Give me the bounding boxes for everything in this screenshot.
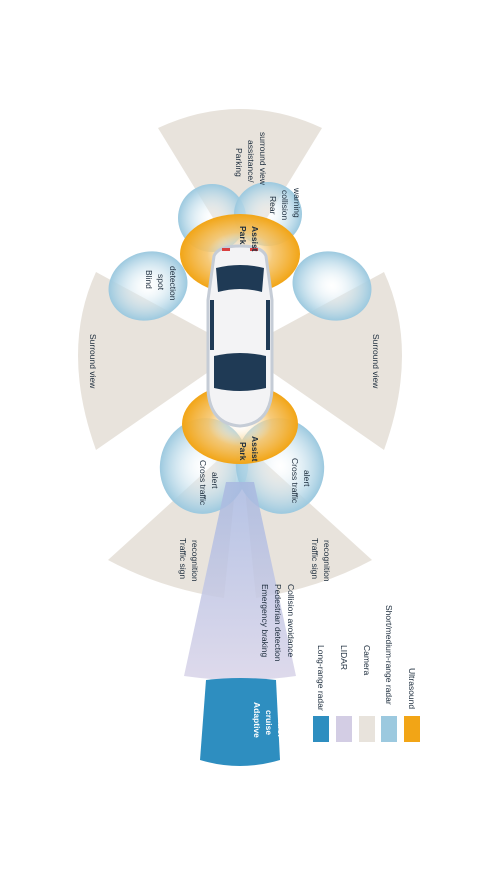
- long-range-radar-beam: [200, 678, 280, 766]
- legend: Long-range radar LIDAR Camera Short/medi…: [313, 605, 420, 742]
- label-traffic-sign-right: Traffic sign recognition: [310, 538, 332, 582]
- label-cross-traffic-left: Cross traffic alert: [198, 460, 220, 508]
- lidar-beam: [184, 482, 296, 680]
- legend-swatch-ultrasound: [404, 716, 420, 742]
- legend-swatch-long-range-radar: [313, 716, 329, 742]
- radar-blind-spot-right-lobe: [292, 251, 372, 321]
- label-rear-collision: Rear collision warning: [268, 187, 302, 223]
- legend-label-short-medium-radar: Short/medium-range radar: [384, 605, 394, 705]
- camera-rear-sector: [158, 109, 322, 262]
- legend-swatch-lidar: [336, 716, 352, 742]
- label-lidar-functions: Emergency braking Pedestrian detection C…: [260, 584, 296, 664]
- label-adaptive-cruise: Adaptive cruise control: [252, 702, 286, 740]
- legend-label-camera: Camera: [362, 645, 372, 676]
- label-surround-view-right: Surround view: [371, 334, 381, 389]
- label-parking-surround: Parking assistance/ surround view: [234, 132, 268, 186]
- camera-right-surround-sector: [240, 272, 402, 450]
- camera-left-surround-sector: [78, 272, 240, 450]
- legend-label-lidar: LIDAR: [339, 645, 349, 670]
- legend-swatch-camera: [359, 716, 375, 742]
- radar-blind-spot-left-lobe: [108, 251, 188, 321]
- label-surround-view-left: Surround view: [88, 334, 98, 389]
- legend-swatch-short-medium-radar: [381, 716, 397, 742]
- label-park-assist-rear: Park Assist: [238, 226, 260, 252]
- label-blind-spot: Blind spot detection: [144, 266, 178, 301]
- label-cross-traffic-right: Cross traffic alert: [290, 458, 312, 506]
- label-park-assist-front: Park Assist: [238, 436, 260, 463]
- legend-label-long-range-radar: Long-range radar: [316, 645, 326, 711]
- label-traffic-sign-left: Traffic sign recognition: [178, 538, 200, 582]
- car-top-view: [206, 244, 274, 428]
- legend-label-ultrasound: Ultrasound: [407, 668, 417, 709]
